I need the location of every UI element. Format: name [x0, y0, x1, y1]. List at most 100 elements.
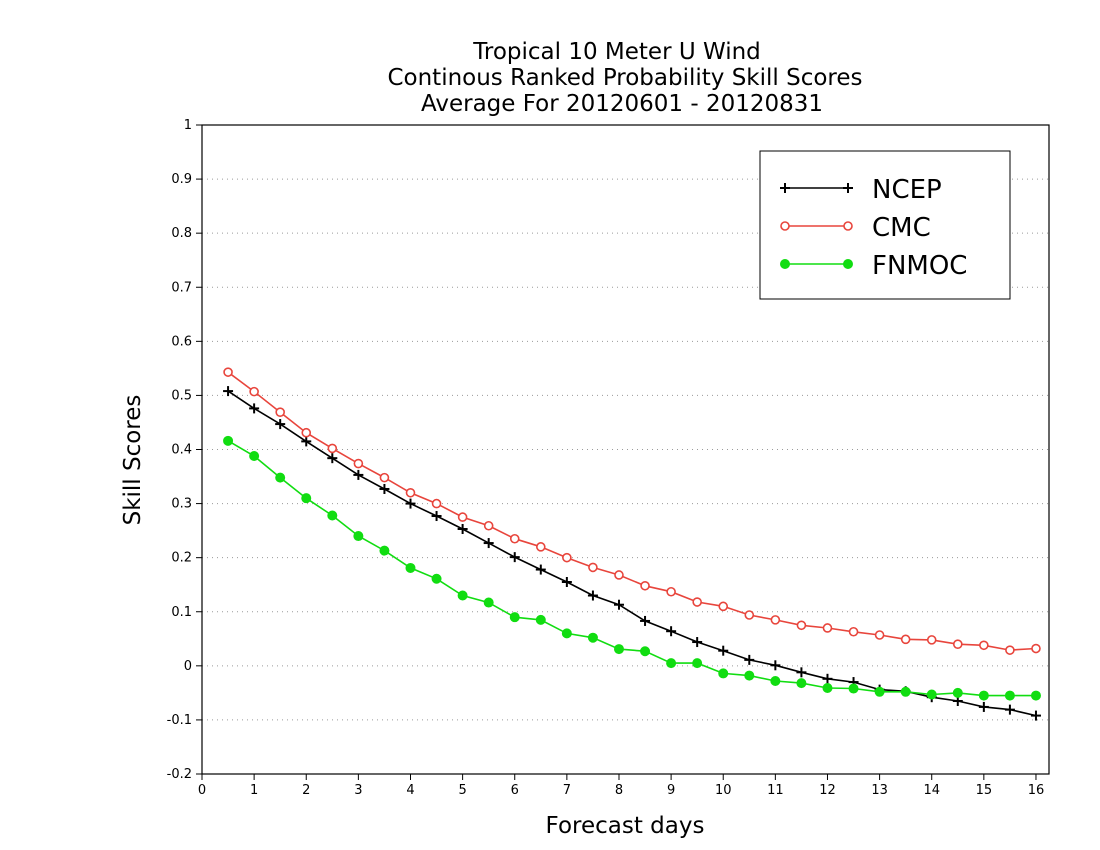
series-line-fnmoc [227, 440, 1036, 697]
y-tick-label-1: -0.1 [167, 713, 192, 728]
point-cmc-20 [744, 610, 755, 620]
x-axis-label: Forecast days [546, 813, 705, 839]
point-cmc-25 [874, 630, 885, 640]
point-ncep-20 [744, 654, 755, 665]
y-tick-label-8: 0.6 [171, 334, 192, 349]
legend-marker-left-fnmoc [780, 259, 790, 269]
legend: NCEP CMC FNMOC [759, 150, 1011, 300]
legend-box [759, 150, 1011, 300]
legend-label-cmc: CMC [872, 213, 931, 243]
x-tick-label-6: 6 [511, 783, 519, 798]
y-tick-label-9: 0.7 [171, 280, 192, 295]
point-cmc-8 [431, 498, 442, 509]
point-cmc-31 [1031, 643, 1041, 654]
y-tick-label-4: 0.2 [171, 551, 192, 566]
y-tick-label-12: 1 [184, 118, 192, 133]
x-tick-label-16: 16 [1028, 783, 1045, 798]
point-cmc-4 [327, 443, 338, 454]
title-line-2: Continous Ranked Probability Skill Score… [387, 65, 862, 91]
point-fnmoc-12 [535, 614, 546, 625]
x-tick-label-2: 2 [302, 783, 310, 798]
point-cmc-10 [483, 520, 494, 531]
x-tick-label-1: 1 [250, 783, 258, 798]
y-tick-label-0: -0.2 [167, 767, 192, 782]
legend-marker-left-ncep [780, 183, 790, 193]
point-fnmoc-13 [561, 628, 572, 639]
point-cmc-30 [1005, 645, 1015, 655]
point-cmc-17 [666, 586, 676, 597]
point-ncep-6 [379, 483, 390, 494]
point-fnmoc-8 [431, 573, 442, 584]
y-tick-label-5: 0.3 [171, 497, 192, 512]
point-fnmoc-25 [874, 686, 885, 697]
x-tick-label-7: 7 [563, 783, 571, 798]
point-cmc-23 [822, 623, 833, 633]
point-fnmoc-5 [353, 531, 364, 542]
point-fnmoc-1 [249, 450, 260, 461]
point-fnmoc-6 [379, 545, 390, 556]
point-ncep-2 [275, 419, 286, 430]
point-ncep-7 [405, 498, 416, 509]
point-ncep-15 [613, 599, 624, 610]
point-fnmoc-16 [640, 646, 651, 657]
x-tick-label-12: 12 [819, 783, 836, 798]
point-ncep-22 [796, 667, 807, 678]
x-tick-label-11: 11 [767, 783, 784, 798]
x-tick-label-15: 15 [976, 783, 993, 798]
point-cmc-16 [640, 580, 650, 591]
x-tick-label-3: 3 [354, 783, 362, 798]
point-cmc-24 [848, 626, 859, 637]
title-line-1: Tropical 10 Meter U Wind [472, 39, 761, 65]
point-ncep-30 [1004, 704, 1015, 715]
y-tick-label-10: 0.8 [171, 226, 192, 241]
point-fnmoc-7 [405, 562, 416, 573]
point-cmc-21 [770, 615, 781, 625]
point-cmc-26 [900, 634, 911, 645]
point-fnmoc-4 [327, 510, 338, 521]
point-fnmoc-17 [666, 658, 677, 669]
point-cmc-15 [614, 570, 624, 580]
point-ncep-9 [457, 524, 468, 535]
point-ncep-14 [587, 590, 598, 601]
series-lines [223, 367, 1041, 721]
point-fnmoc-22 [796, 678, 807, 689]
point-fnmoc-27 [926, 689, 937, 700]
point-cmc-3 [301, 427, 312, 438]
point-fnmoc-14 [587, 632, 598, 643]
y-tick-label-7: 0.5 [171, 388, 192, 403]
point-ncep-13 [561, 577, 572, 588]
point-cmc-0 [223, 367, 233, 377]
x-tick-label-10: 10 [715, 783, 732, 798]
point-fnmoc-3 [301, 493, 312, 504]
point-fnmoc-10 [483, 597, 494, 608]
point-ncep-17 [666, 626, 677, 637]
point-cmc-12 [535, 542, 546, 552]
point-fnmoc-30 [1004, 690, 1015, 701]
point-cmc-27 [926, 635, 937, 645]
y-axis-label: Skill Scores [120, 395, 146, 526]
point-cmc-5 [353, 458, 364, 469]
point-ncep-19 [718, 645, 729, 656]
point-ncep-4 [327, 453, 338, 464]
point-fnmoc-11 [509, 612, 520, 623]
y-tick-label-3: 0.1 [171, 605, 192, 620]
title-line-3: Average For 20120601 - 20120831 [421, 91, 823, 117]
point-fnmoc-26 [900, 686, 911, 697]
point-ncep-10 [483, 538, 494, 549]
legend-label-ncep: NCEP [872, 175, 942, 205]
x-tick-label-0: 0 [198, 783, 206, 798]
point-ncep-8 [431, 511, 442, 522]
point-ncep-0 [223, 386, 234, 397]
point-fnmoc-9 [457, 590, 468, 601]
point-fnmoc-21 [770, 675, 781, 686]
y-tick-label-11: 0.9 [171, 172, 192, 187]
point-fnmoc-0 [223, 435, 234, 446]
point-fnmoc-31 [1030, 690, 1041, 701]
point-fnmoc-29 [978, 690, 989, 701]
legend-marker-right-ncep [843, 183, 853, 193]
point-cmc-9 [457, 512, 468, 522]
point-cmc-28 [952, 639, 963, 650]
point-fnmoc-19 [718, 668, 729, 679]
x-tick-label-8: 8 [615, 783, 623, 798]
point-ncep-5 [353, 469, 364, 480]
